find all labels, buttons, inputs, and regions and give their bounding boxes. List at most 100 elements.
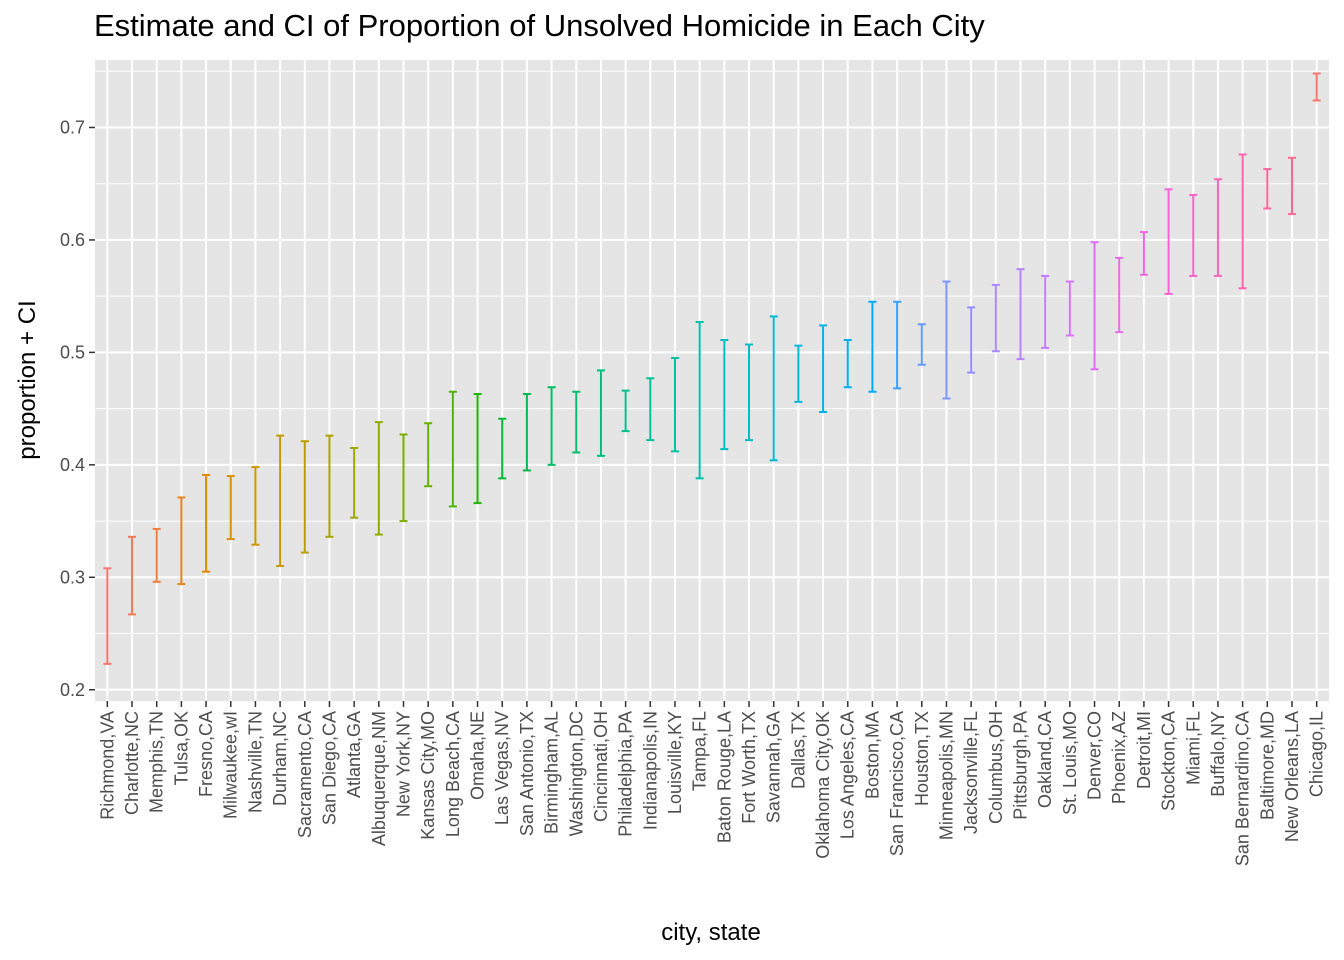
- x-tick-label: Philadelphia,PA: [616, 711, 636, 837]
- x-tick-label: San Francisco,CA: [887, 711, 907, 856]
- x-tick-label: Birmingham,AL: [542, 711, 562, 834]
- errorbar: [720, 339, 729, 451]
- errorbar: [424, 422, 433, 488]
- x-tick-label: New Orleans,LA: [1282, 711, 1302, 842]
- errorbar: [745, 343, 754, 442]
- x-tick-label: San Bernardino,CA: [1233, 711, 1253, 866]
- errorbar: [522, 392, 531, 472]
- errorbar: [1090, 241, 1099, 371]
- errorbar: [300, 440, 309, 554]
- x-tick-label: New York,NY: [394, 711, 414, 817]
- x-tick-label: Denver,CO: [1085, 711, 1105, 800]
- errorbar: [399, 433, 408, 523]
- x-tick-label: Chicago,IL: [1307, 711, 1327, 797]
- x-tick-label: Fort Worth,TX: [739, 711, 759, 824]
- errorbar: [572, 390, 581, 454]
- errorbar: [325, 434, 334, 538]
- x-tick-label: Richmond,VA: [97, 711, 117, 820]
- errorbar: [1263, 168, 1272, 210]
- x-tick-label: Las Vegas,NV: [492, 711, 512, 825]
- y-axis-title: proportion + CI: [14, 300, 41, 459]
- x-axis: Richmond,VA Charlotte,NC Memphis,TN Tulsa,O…: [97, 701, 1327, 866]
- errorbar: [128, 535, 137, 616]
- x-tick-label: Durham,NC: [270, 711, 290, 806]
- errorbar: [769, 315, 778, 462]
- errorbar: [374, 421, 383, 536]
- x-tick-label: Buffalo,NY: [1208, 711, 1228, 797]
- errorbar: [276, 434, 285, 568]
- errorbar: [621, 389, 630, 433]
- x-tick-label: Sacramento,CA: [295, 711, 315, 838]
- errorbar: [473, 392, 482, 505]
- x-tick-label: Louisville,KY: [665, 711, 685, 814]
- errorbar: [1115, 256, 1124, 334]
- x-tick-label: Albuquerque,NM: [369, 711, 389, 846]
- x-tick-label: Houston,TX: [912, 711, 932, 806]
- x-tick-label: Minneapolis,MN: [936, 711, 956, 840]
- x-tick-label: St. Louis,MO: [1060, 711, 1080, 815]
- errorbar: [893, 300, 902, 390]
- x-tick-label: Oklahoma City,OK: [813, 711, 833, 859]
- errorbar: [152, 527, 161, 583]
- y-tick-label: 0.4: [60, 455, 85, 475]
- x-tick-label: Phoenix,AZ: [1109, 711, 1129, 804]
- x-tick-label: Cincinnati,OH: [591, 711, 611, 822]
- x-tick-label: San Diego,CA: [319, 711, 339, 825]
- y-tick-label: 0.5: [60, 342, 85, 362]
- x-axis-title: city, state: [661, 919, 761, 946]
- errorbar: [1164, 188, 1173, 295]
- x-tick-label: Atlanta,GA: [344, 711, 364, 798]
- x-tick-label: Fresno,CA: [196, 711, 216, 797]
- errorbar: [177, 496, 186, 586]
- errorbar: [1238, 153, 1247, 290]
- x-tick-label: Tampa,FL: [690, 711, 710, 791]
- errorbar: [1213, 178, 1222, 277]
- errorbar: [1041, 274, 1050, 349]
- errorbar: [1016, 268, 1025, 361]
- x-tick-label: Detroit,MI: [1134, 711, 1154, 789]
- errorbar: [819, 324, 828, 413]
- errorbar: [226, 475, 235, 541]
- errorbar: [670, 357, 679, 453]
- errorbar: [547, 386, 556, 466]
- x-tick-label: Jacksonville,FL: [961, 711, 981, 834]
- errorbar: [103, 567, 112, 665]
- error-bars: [103, 72, 1321, 665]
- y-axis: 0.2 0.3 0.4 0.5 0.6 0.7: [60, 117, 95, 700]
- y-tick-label: 0.7: [60, 117, 85, 137]
- errorbar: [448, 390, 457, 508]
- errorbar: [794, 344, 803, 403]
- x-tick-label: Indianapolis,IN: [640, 711, 660, 830]
- x-tick-label: Stockton,CA: [1159, 711, 1179, 811]
- errorbar: [991, 283, 1000, 353]
- errorbar: [596, 369, 605, 457]
- errorbar: [202, 473, 211, 573]
- x-tick-label: Pittsburgh,PA: [1011, 711, 1031, 820]
- x-tick-label: Kansas City,MO: [418, 711, 438, 840]
- errorbar: [1139, 231, 1148, 276]
- x-tick-label: Oakland,CA: [1035, 711, 1055, 808]
- errorbar: [695, 321, 704, 480]
- y-tick-label: 0.2: [60, 680, 85, 700]
- errorbar: [1287, 156, 1296, 216]
- errorbar: [868, 300, 877, 393]
- x-tick-label: Baltimore,MD: [1257, 711, 1277, 820]
- errorbar: [350, 446, 359, 519]
- y-tick-label: 0.3: [60, 567, 85, 587]
- errorbar: [498, 417, 507, 480]
- errorbar: [1312, 72, 1321, 102]
- x-tick-label: Tulsa,OK: [171, 711, 191, 785]
- errorbar: [843, 339, 852, 389]
- x-tick-label: Los Angeles,CA: [838, 711, 858, 839]
- x-tick-label: Long Beach,CA: [443, 711, 463, 837]
- chart-title: Estimate and CI of Proportion of Unsolve…: [94, 8, 985, 43]
- errorbar: [251, 466, 260, 546]
- x-tick-label: Nashville,TN: [245, 711, 265, 813]
- errorbar: [646, 377, 655, 442]
- x-tick-label: San Antonio,TX: [517, 711, 537, 836]
- x-tick-label: Milwaukee,wI: [221, 711, 241, 819]
- x-tick-label: Miami,FL: [1183, 711, 1203, 785]
- x-tick-label: Dallas,TX: [788, 711, 808, 789]
- x-tick-label: Columbus,OH: [986, 711, 1006, 824]
